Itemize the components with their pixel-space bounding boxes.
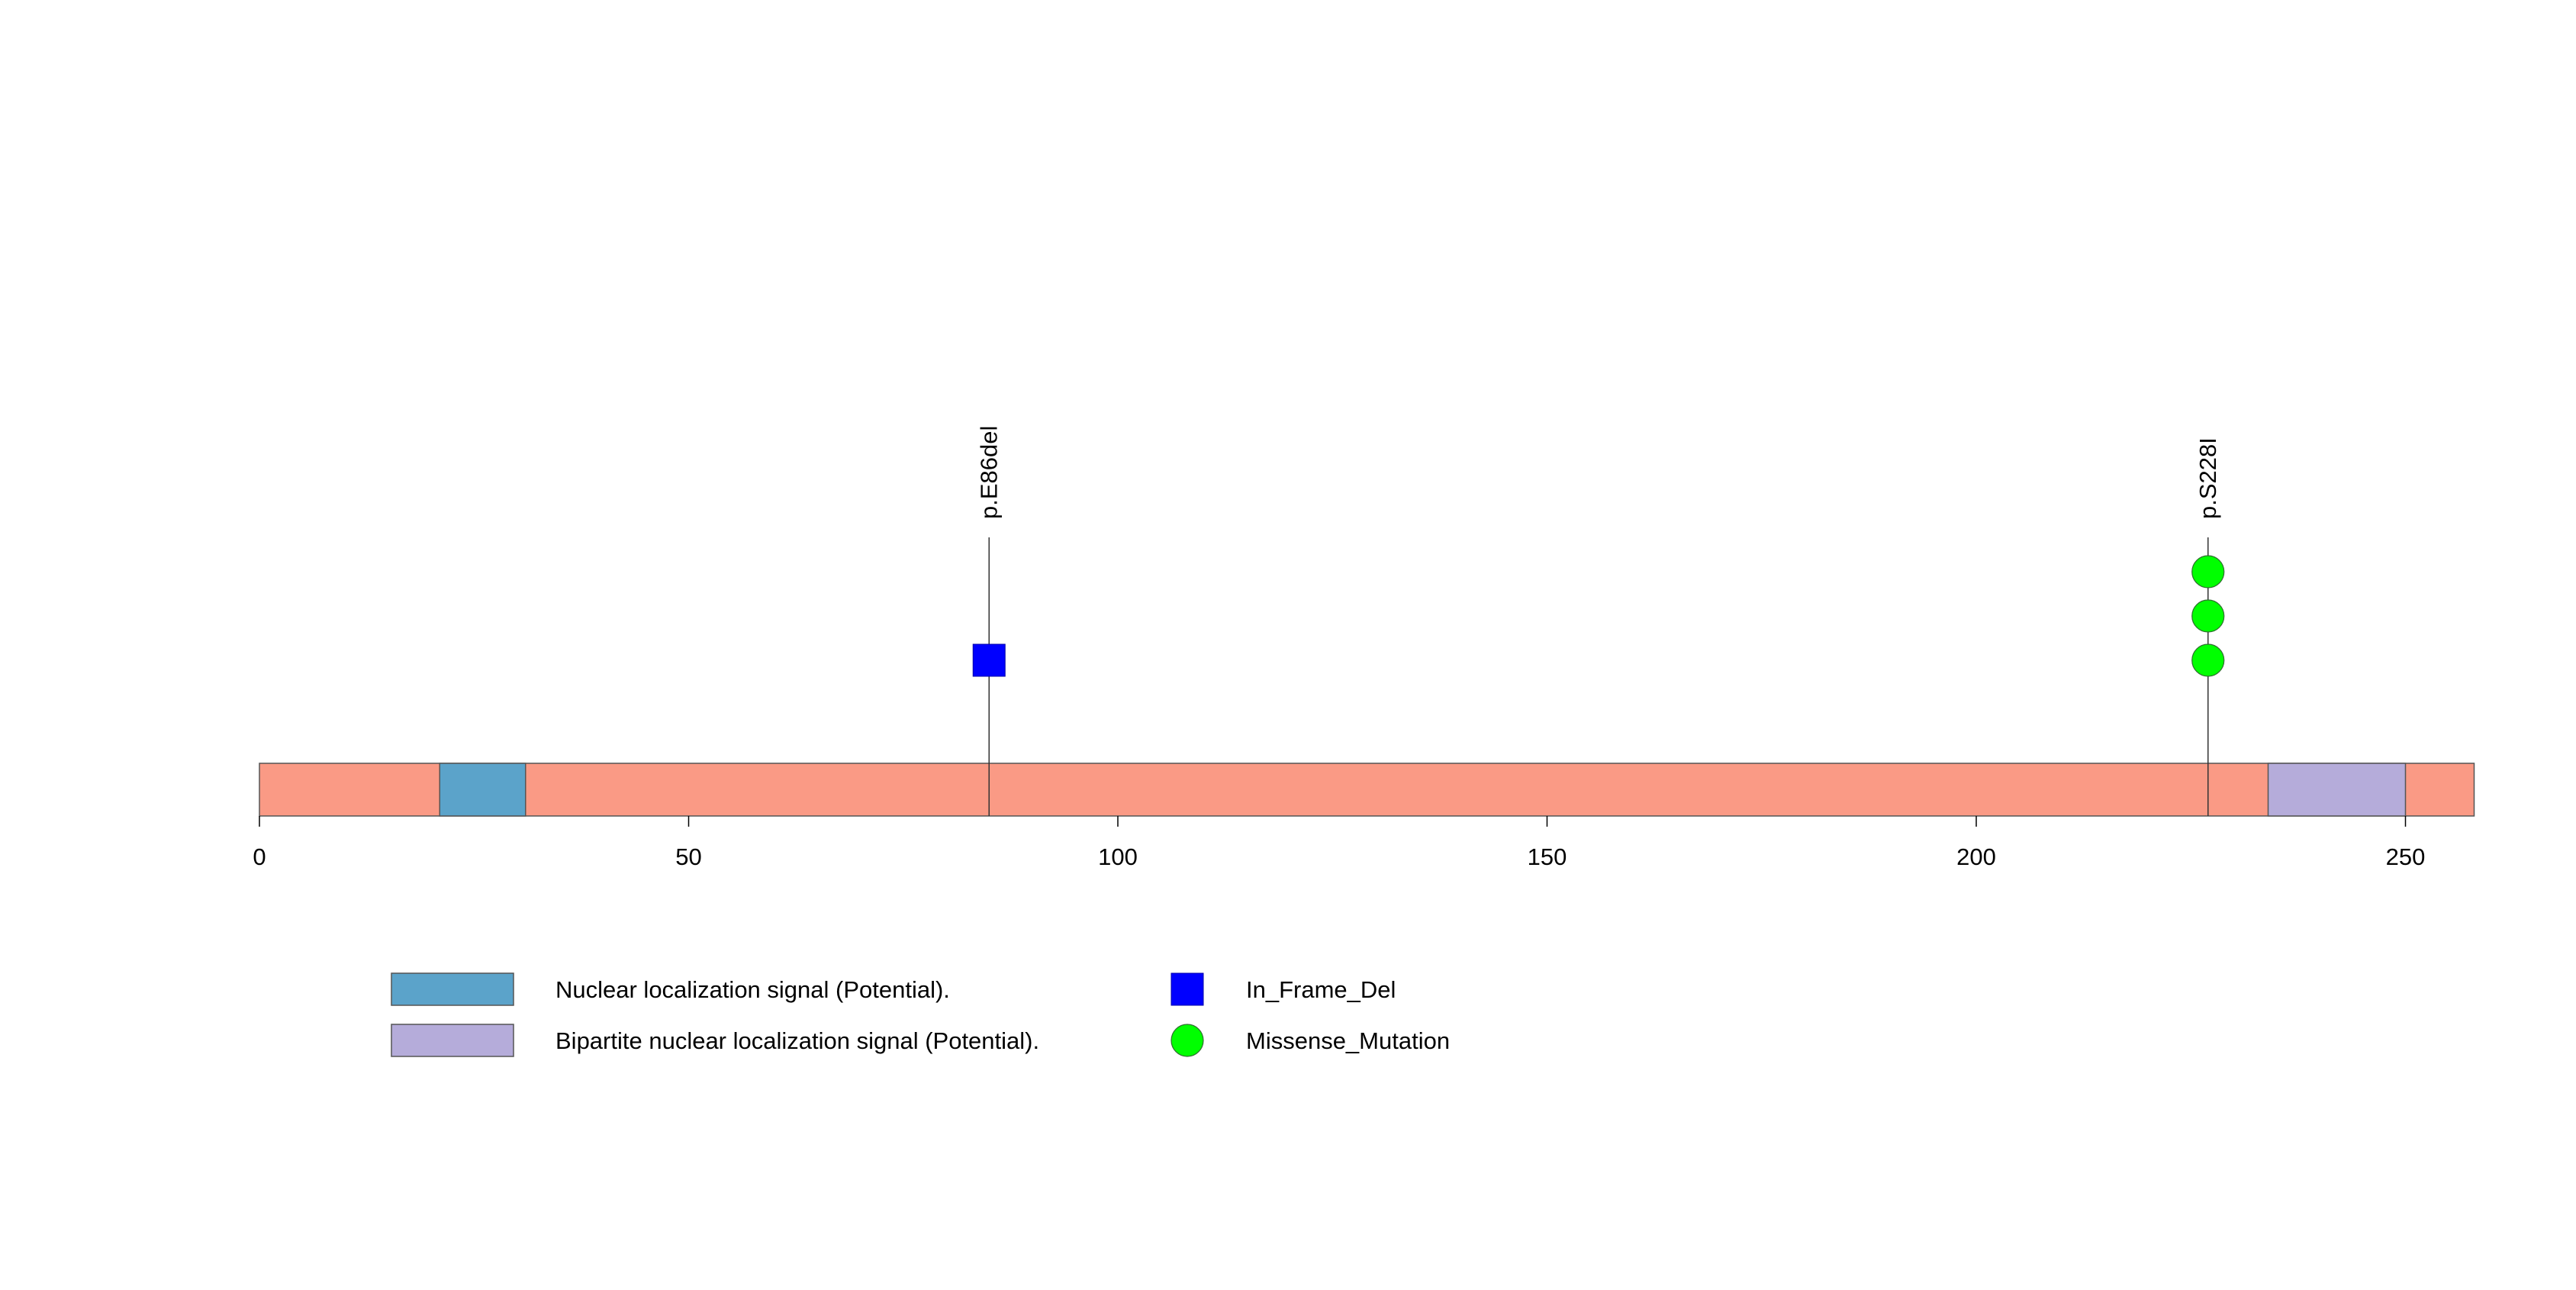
x-tick-label-200: 200 [1956,843,1996,870]
legend-domain-label-2: Bipartite nuclear localization signal (P… [555,1027,1039,1054]
legend-domain-swatch-1 [391,972,514,1006]
mutation-marker-circle [2191,599,2225,633]
protein-backbone-group [259,763,2475,817]
mutation-marker-circle [2191,555,2225,589]
x-tick-label-50: 50 [675,843,701,870]
domain-2 [2267,763,2407,817]
protein-backbone [259,763,2475,817]
x-tick-label-250: 250 [2386,843,2426,870]
domain-group [439,763,2407,817]
legend-domain-label-1: Nuclear localization signal (Potential). [555,976,950,1003]
x-tick-label-100: 100 [1098,843,1138,870]
x-tick-label-150: 150 [1528,843,1567,870]
mutation-marker-square [972,643,1006,677]
x-tick-label-0: 0 [253,843,266,870]
x-axis: 0 50 100 150 200 250 [253,816,2425,870]
mutation-marker-circle [2191,643,2225,677]
legend-domain-swatch-2 [391,1024,514,1057]
mutation-markers [972,555,2225,677]
mutation-label-1: p.E86del [975,426,1002,519]
legend: Nuclear localization signal (Potential).… [391,972,1450,1057]
domain-1 [439,763,526,817]
mutation-labels: p.E86del p.S228I [975,426,2221,519]
mutation-label-2: p.S228I [2194,437,2221,519]
legend-type-circle [1170,1024,1204,1057]
legend-type-label-2: Missense_Mutation [1246,1027,1450,1054]
legend-type-label-1: In_Frame_Del [1246,976,1396,1003]
legend-type-square [1170,972,1204,1006]
